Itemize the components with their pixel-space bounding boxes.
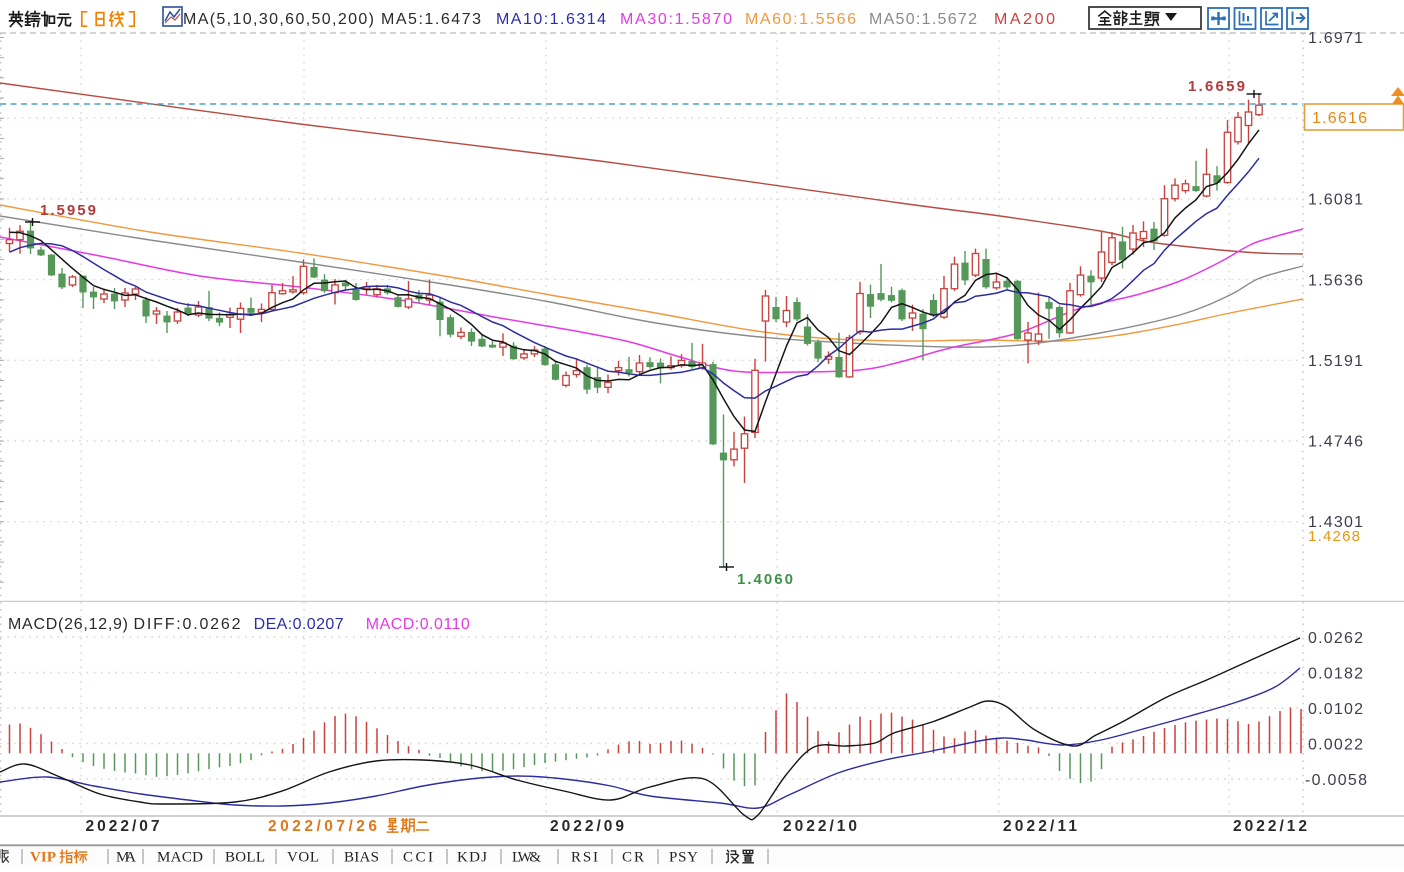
svg-text:BIAS: BIAS: [344, 850, 379, 866]
svg-text:1.6081: 1.6081: [1308, 192, 1363, 209]
svg-text:2022/09: 2022/09: [550, 818, 624, 835]
svg-text:DIFF:0.0262: DIFF:0.0262: [134, 616, 241, 633]
svg-text:1.4746: 1.4746: [1308, 434, 1363, 451]
svg-text:VOL: VOL: [287, 850, 319, 866]
svg-text:MA5:1.6473: MA5:1.6473: [381, 11, 481, 28]
svg-text:BOLL: BOLL: [225, 850, 265, 866]
svg-text:DEA:0.0207: DEA:0.0207: [254, 616, 344, 633]
svg-text:MACD:0.0110: MACD:0.0110: [366, 616, 470, 633]
svg-text:1.6971: 1.6971: [1308, 30, 1363, 47]
svg-text:2022/07: 2022/07: [86, 818, 160, 835]
svg-text:1.4060: 1.4060: [737, 571, 793, 588]
svg-text:PSY: PSY: [669, 850, 698, 866]
svg-text:2022/12: 2022/12: [1233, 818, 1307, 835]
svg-text:MACD: MACD: [157, 850, 203, 866]
svg-text:MA60:1.5566: MA60:1.5566: [745, 11, 856, 28]
svg-text:1.5959: 1.5959: [40, 202, 96, 219]
svg-text:2022/10: 2022/10: [783, 818, 857, 835]
svg-text:KDJ: KDJ: [457, 850, 487, 866]
svg-text:MA30:1.5870: MA30:1.5870: [620, 11, 732, 28]
svg-text:1.4268: 1.4268: [1308, 528, 1360, 545]
svg-text:2022/11: 2022/11: [1003, 818, 1077, 835]
svg-text:0.0102: 0.0102: [1308, 701, 1363, 718]
svg-text:RSI: RSI: [571, 850, 598, 866]
svg-text:1.4301: 1.4301: [1308, 514, 1363, 531]
svg-text:0.0182: 0.0182: [1308, 666, 1363, 683]
svg-text:0.0262: 0.0262: [1308, 630, 1363, 647]
svg-text:MACD(26,12,9): MACD(26,12,9): [8, 616, 128, 633]
svg-text:CCI: CCI: [403, 850, 433, 866]
svg-text:1.6659: 1.6659: [1188, 78, 1245, 95]
svg-text:MA: MA: [116, 850, 136, 866]
svg-text:LW&: LW&: [512, 850, 541, 866]
svg-text:1.6616: 1.6616: [1312, 110, 1367, 127]
svg-text:VIP: VIP: [30, 850, 56, 866]
svg-text:CR: CR: [622, 850, 644, 866]
svg-text:0.0022: 0.0022: [1308, 737, 1363, 754]
svg-text:MA10:1.6314: MA10:1.6314: [496, 11, 606, 28]
svg-text:-0.0058: -0.0058: [1305, 772, 1367, 789]
svg-text:1.5636: 1.5636: [1308, 273, 1363, 290]
svg-text:MA50:1.5672: MA50:1.5672: [869, 11, 977, 28]
svg-text:1.5191: 1.5191: [1308, 353, 1363, 370]
svg-text:MA200: MA200: [994, 11, 1055, 28]
svg-text:MA(5,10,30,60,50,200): MA(5,10,30,60,50,200): [183, 11, 374, 28]
